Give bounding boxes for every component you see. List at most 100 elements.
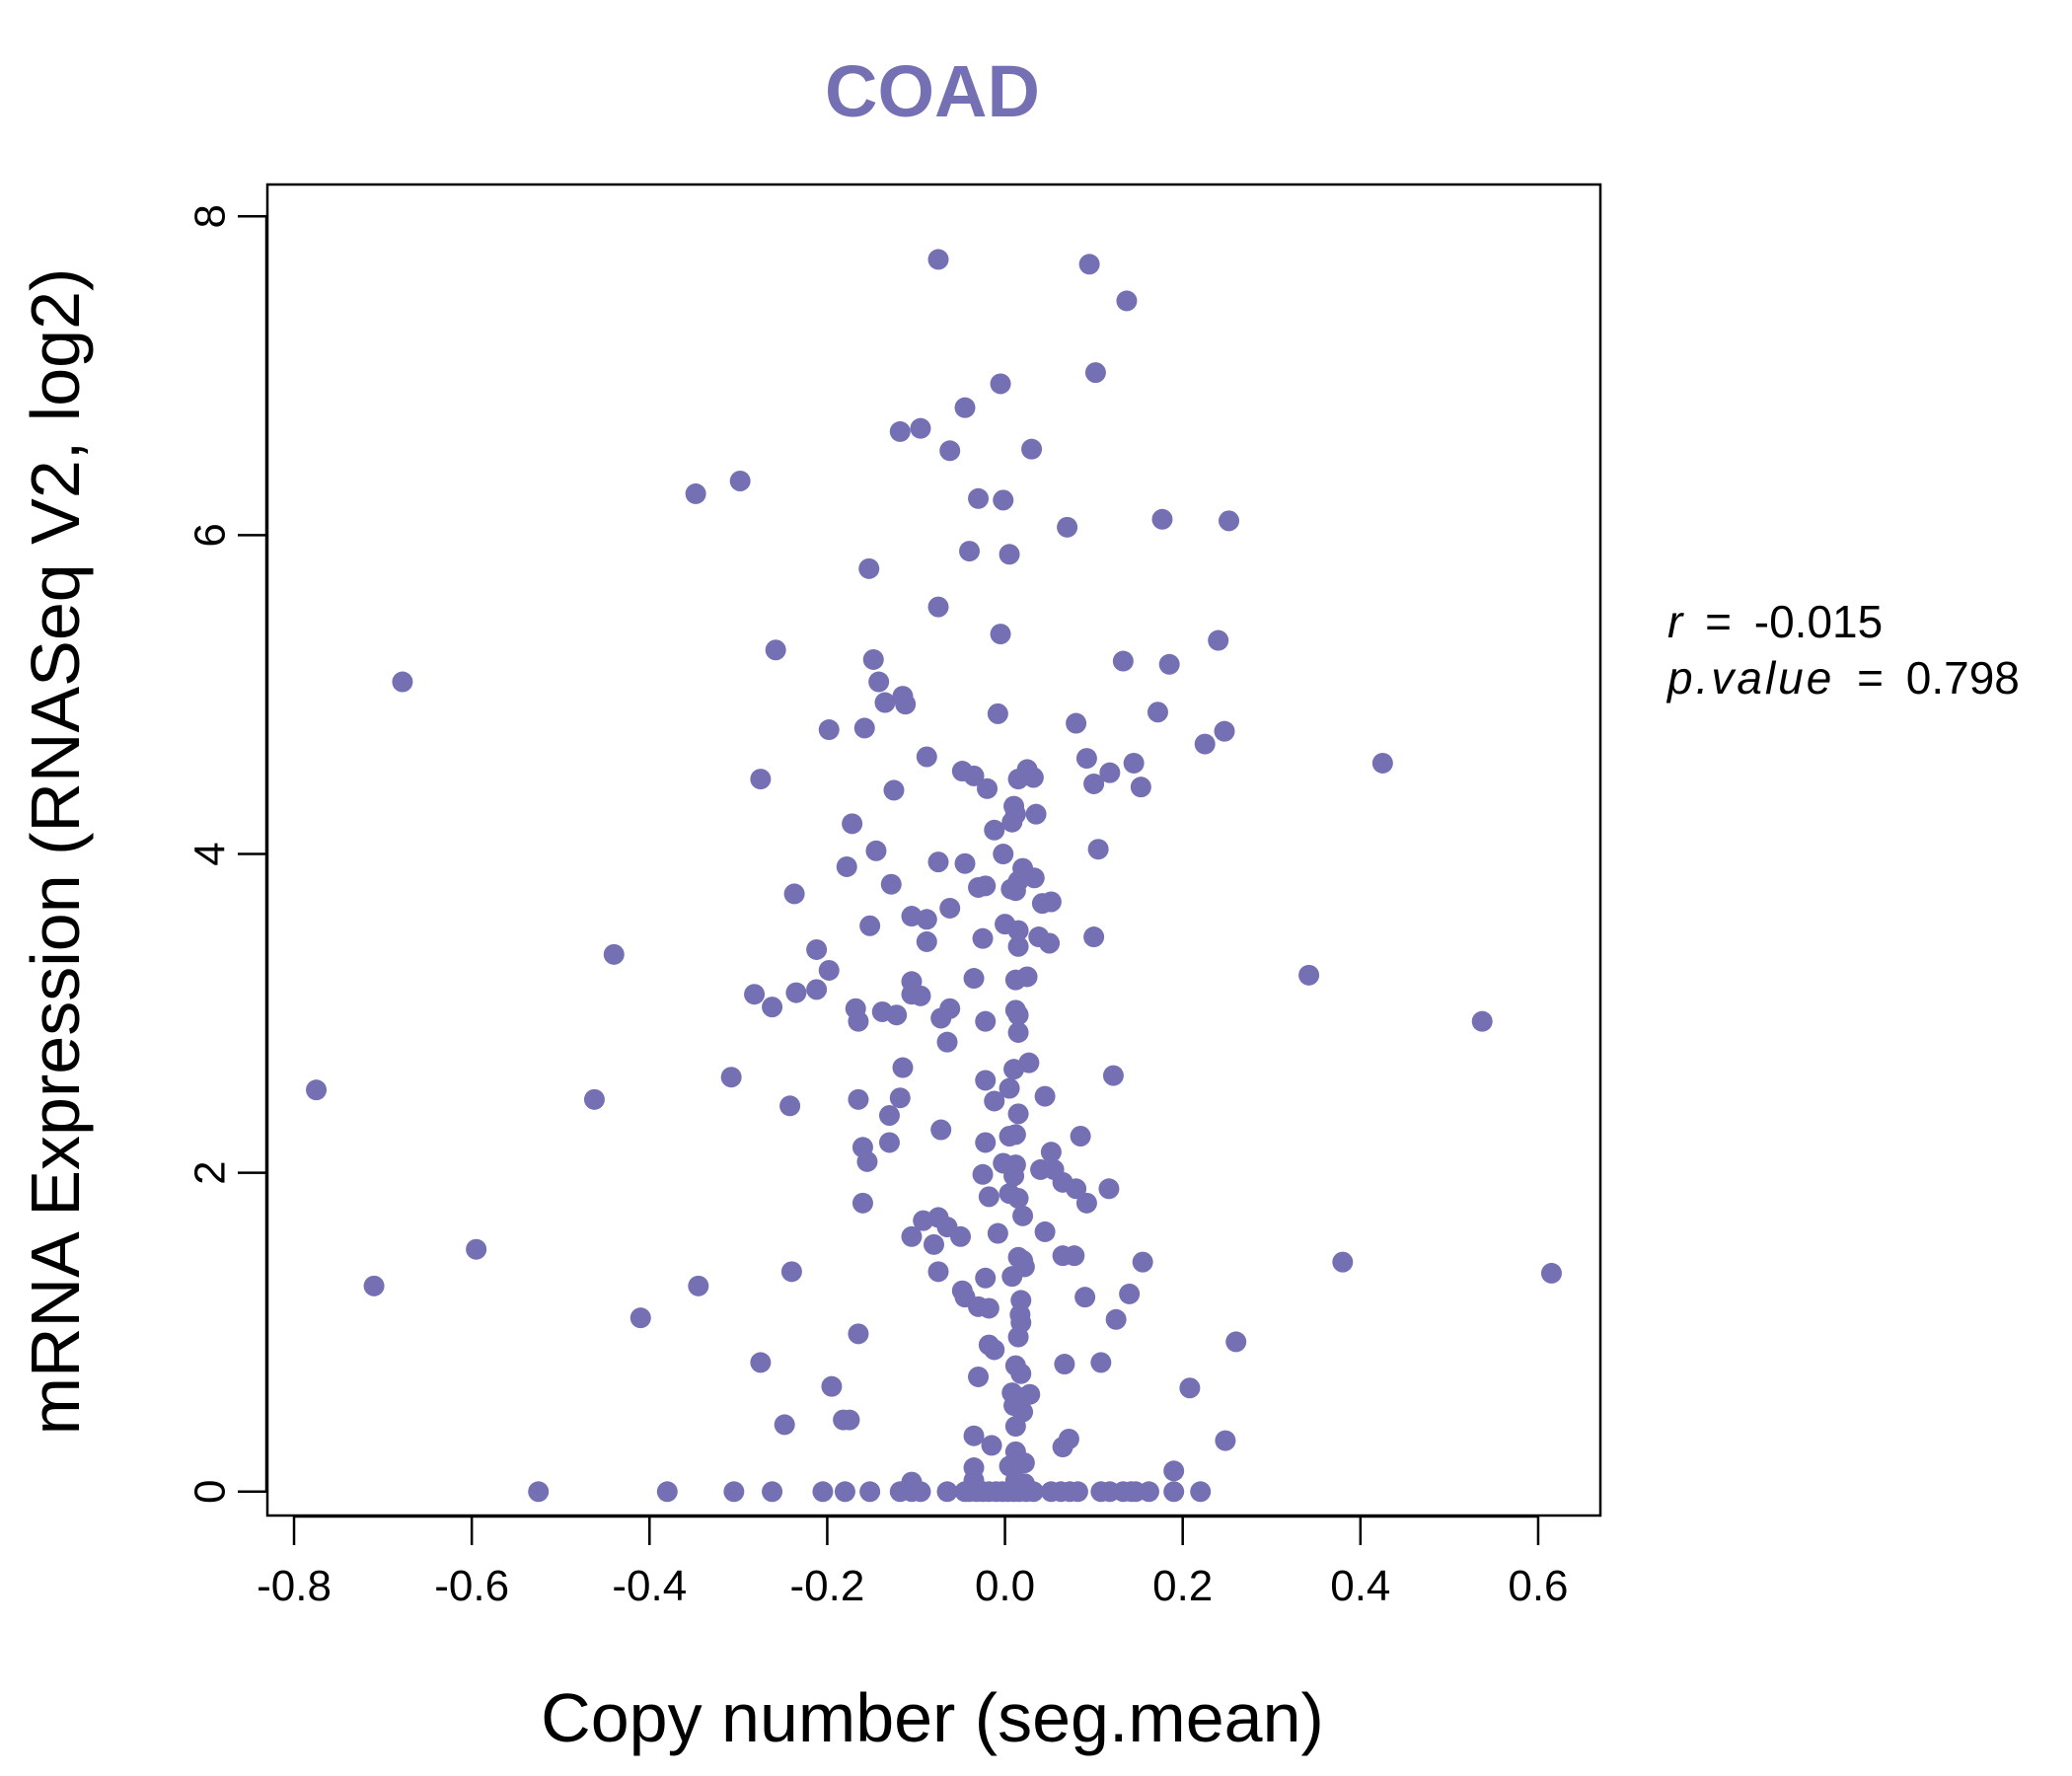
y-tick-label: 6 [186, 523, 235, 547]
scatter-point [1190, 1481, 1212, 1503]
scatter-point [1298, 964, 1320, 986]
scatter-point [1007, 1103, 1029, 1125]
scatter-point [762, 1481, 783, 1503]
scatter-point [818, 959, 840, 981]
scatter-point [968, 487, 990, 509]
scatter-point [1004, 969, 1026, 991]
scatter-point [1112, 650, 1134, 672]
scatter-point [685, 482, 706, 504]
scatter-point [1007, 1021, 1029, 1043]
scatter-point [1004, 1416, 1026, 1438]
r-equals: = [1705, 596, 1732, 647]
scatter-point [889, 420, 911, 442]
p-equals: = [1857, 652, 1884, 703]
scatter-point [883, 779, 905, 801]
scatter-point [842, 813, 863, 835]
y-axis: 0 2 4 6 8 [186, 204, 268, 1504]
scatter-point [972, 927, 994, 949]
scatter-point [954, 397, 976, 418]
x-axis-title: Copy number (seg.mean) [541, 1679, 1324, 1756]
scatter-point [1225, 1331, 1247, 1353]
scatter-point [1147, 702, 1168, 723]
scatter-point [895, 694, 917, 715]
scatter-point [780, 1261, 802, 1283]
scatter-point [848, 1323, 869, 1345]
scatter-point [1031, 893, 1053, 915]
scatter-point [1163, 1460, 1185, 1482]
scatter-point [583, 1088, 605, 1110]
scatter-point [744, 984, 766, 1005]
scatter-point [806, 938, 828, 960]
x-tick-label: 0.2 [1152, 1562, 1213, 1610]
scatter-point [865, 840, 887, 861]
scatter-point [1540, 1262, 1562, 1284]
x-tick-label: 0.4 [1330, 1562, 1390, 1610]
scatter-point [1215, 1430, 1236, 1451]
scatter-point [910, 1481, 931, 1503]
scatter-point [984, 819, 1005, 841]
scatter-point [1102, 1065, 1124, 1086]
scatter-point [1083, 773, 1105, 794]
scatter-point [1054, 1354, 1075, 1375]
scatter-point [1022, 1481, 1044, 1503]
scatter-point [892, 1057, 914, 1078]
y-tick-label: 8 [186, 204, 235, 228]
scatter-point [910, 985, 931, 1006]
scatter-point [656, 1481, 678, 1503]
scatter-point [1078, 254, 1100, 275]
scatter-point [878, 1132, 900, 1153]
scatter-point [1119, 1283, 1141, 1304]
scatter-point [936, 1031, 958, 1053]
scatter-point [984, 1339, 1005, 1361]
scatter-point [927, 596, 949, 618]
scatter-point [930, 1119, 952, 1141]
scatter-point [1208, 629, 1229, 651]
scatter-point [1064, 1245, 1085, 1267]
scatter-point [963, 1425, 985, 1446]
scatter-point [1001, 811, 1023, 833]
scatter-point [1130, 777, 1151, 798]
scatter-point [806, 979, 828, 1000]
scatter-point [886, 1004, 908, 1026]
x-tick-label: -0.2 [790, 1562, 865, 1610]
scatter-point [975, 875, 997, 897]
scatter-point [1332, 1251, 1354, 1273]
scatter-point [1070, 1125, 1091, 1147]
scatter-point [688, 1275, 709, 1296]
plot-frame [265, 183, 1602, 1517]
y-tick-label: 0 [186, 1480, 235, 1504]
scatter-point [936, 1481, 958, 1503]
scatter-point [1066, 1178, 1087, 1200]
scatter-point [1022, 767, 1044, 788]
scatter-point [859, 915, 881, 936]
scatter-point [466, 1238, 487, 1260]
x-tick-label: 0.6 [1508, 1562, 1568, 1610]
scatter-point [1132, 1251, 1153, 1273]
scatter-point [1123, 752, 1145, 774]
scatter-point [927, 1261, 949, 1283]
scatter-point [720, 1067, 742, 1088]
scatter-point [972, 1163, 994, 1185]
scatter-point [818, 719, 840, 741]
scatter-point [924, 1233, 944, 1255]
r-value: -0.015 [1754, 596, 1883, 647]
scatter-point [975, 1267, 997, 1289]
scatter-point [1214, 720, 1235, 742]
scatter-point [1007, 935, 1029, 957]
scatter-point [1003, 1165, 1025, 1187]
scatter-point [834, 1481, 855, 1503]
scatter-point [889, 1087, 911, 1109]
scatter-point [1116, 290, 1138, 312]
scatter-point [975, 1010, 997, 1032]
scatter-point [762, 997, 783, 1018]
scatter-point [862, 648, 884, 670]
p-value-label: p.value [1665, 652, 1834, 703]
scatter-point [851, 1192, 873, 1214]
y-tick-label: 4 [186, 842, 235, 865]
scatter-point [785, 982, 807, 1003]
scatter-point [968, 1366, 990, 1387]
x-tick-label: -0.6 [434, 1562, 509, 1610]
scatter-point [1066, 712, 1087, 734]
